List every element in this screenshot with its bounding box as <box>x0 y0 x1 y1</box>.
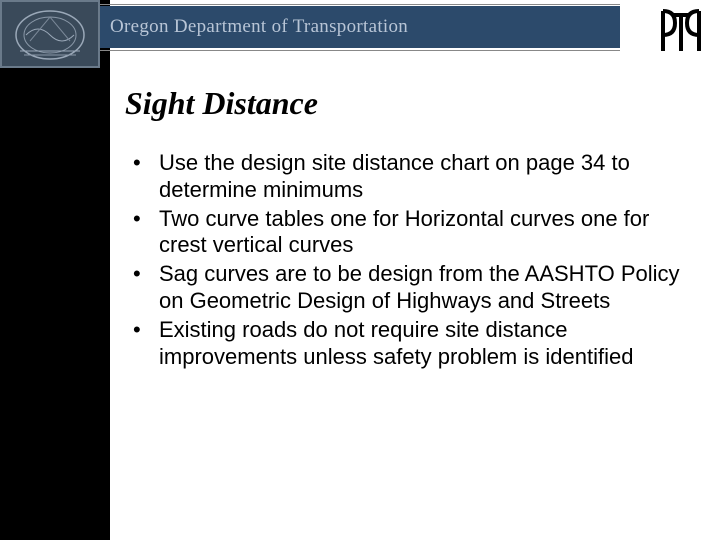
slide: Oregon Department of Transportation Sigh… <box>0 0 720 540</box>
header-org-text: Oregon Department of Transportation <box>110 16 408 38</box>
slide-title: Sight Distance <box>125 85 685 122</box>
left-sidebar <box>0 0 110 540</box>
list-item: Use the design site distance chart on pa… <box>125 150 685 204</box>
header-rule-bottom <box>45 50 620 51</box>
list-item: Two curve tables one for Horizontal curv… <box>125 206 685 260</box>
list-item: Sag curves are to be design from the AAS… <box>125 261 685 315</box>
bullet-list: Use the design site distance chart on pa… <box>125 150 685 371</box>
list-item: Existing roads do not require site dista… <box>125 317 685 371</box>
state-seal-icon <box>0 0 100 68</box>
content-area: Sight Distance Use the design site dista… <box>125 85 685 373</box>
odot-logo-icon <box>652 6 710 56</box>
header-rule-top <box>45 4 620 5</box>
header-bar: Oregon Department of Transportation <box>45 6 620 48</box>
